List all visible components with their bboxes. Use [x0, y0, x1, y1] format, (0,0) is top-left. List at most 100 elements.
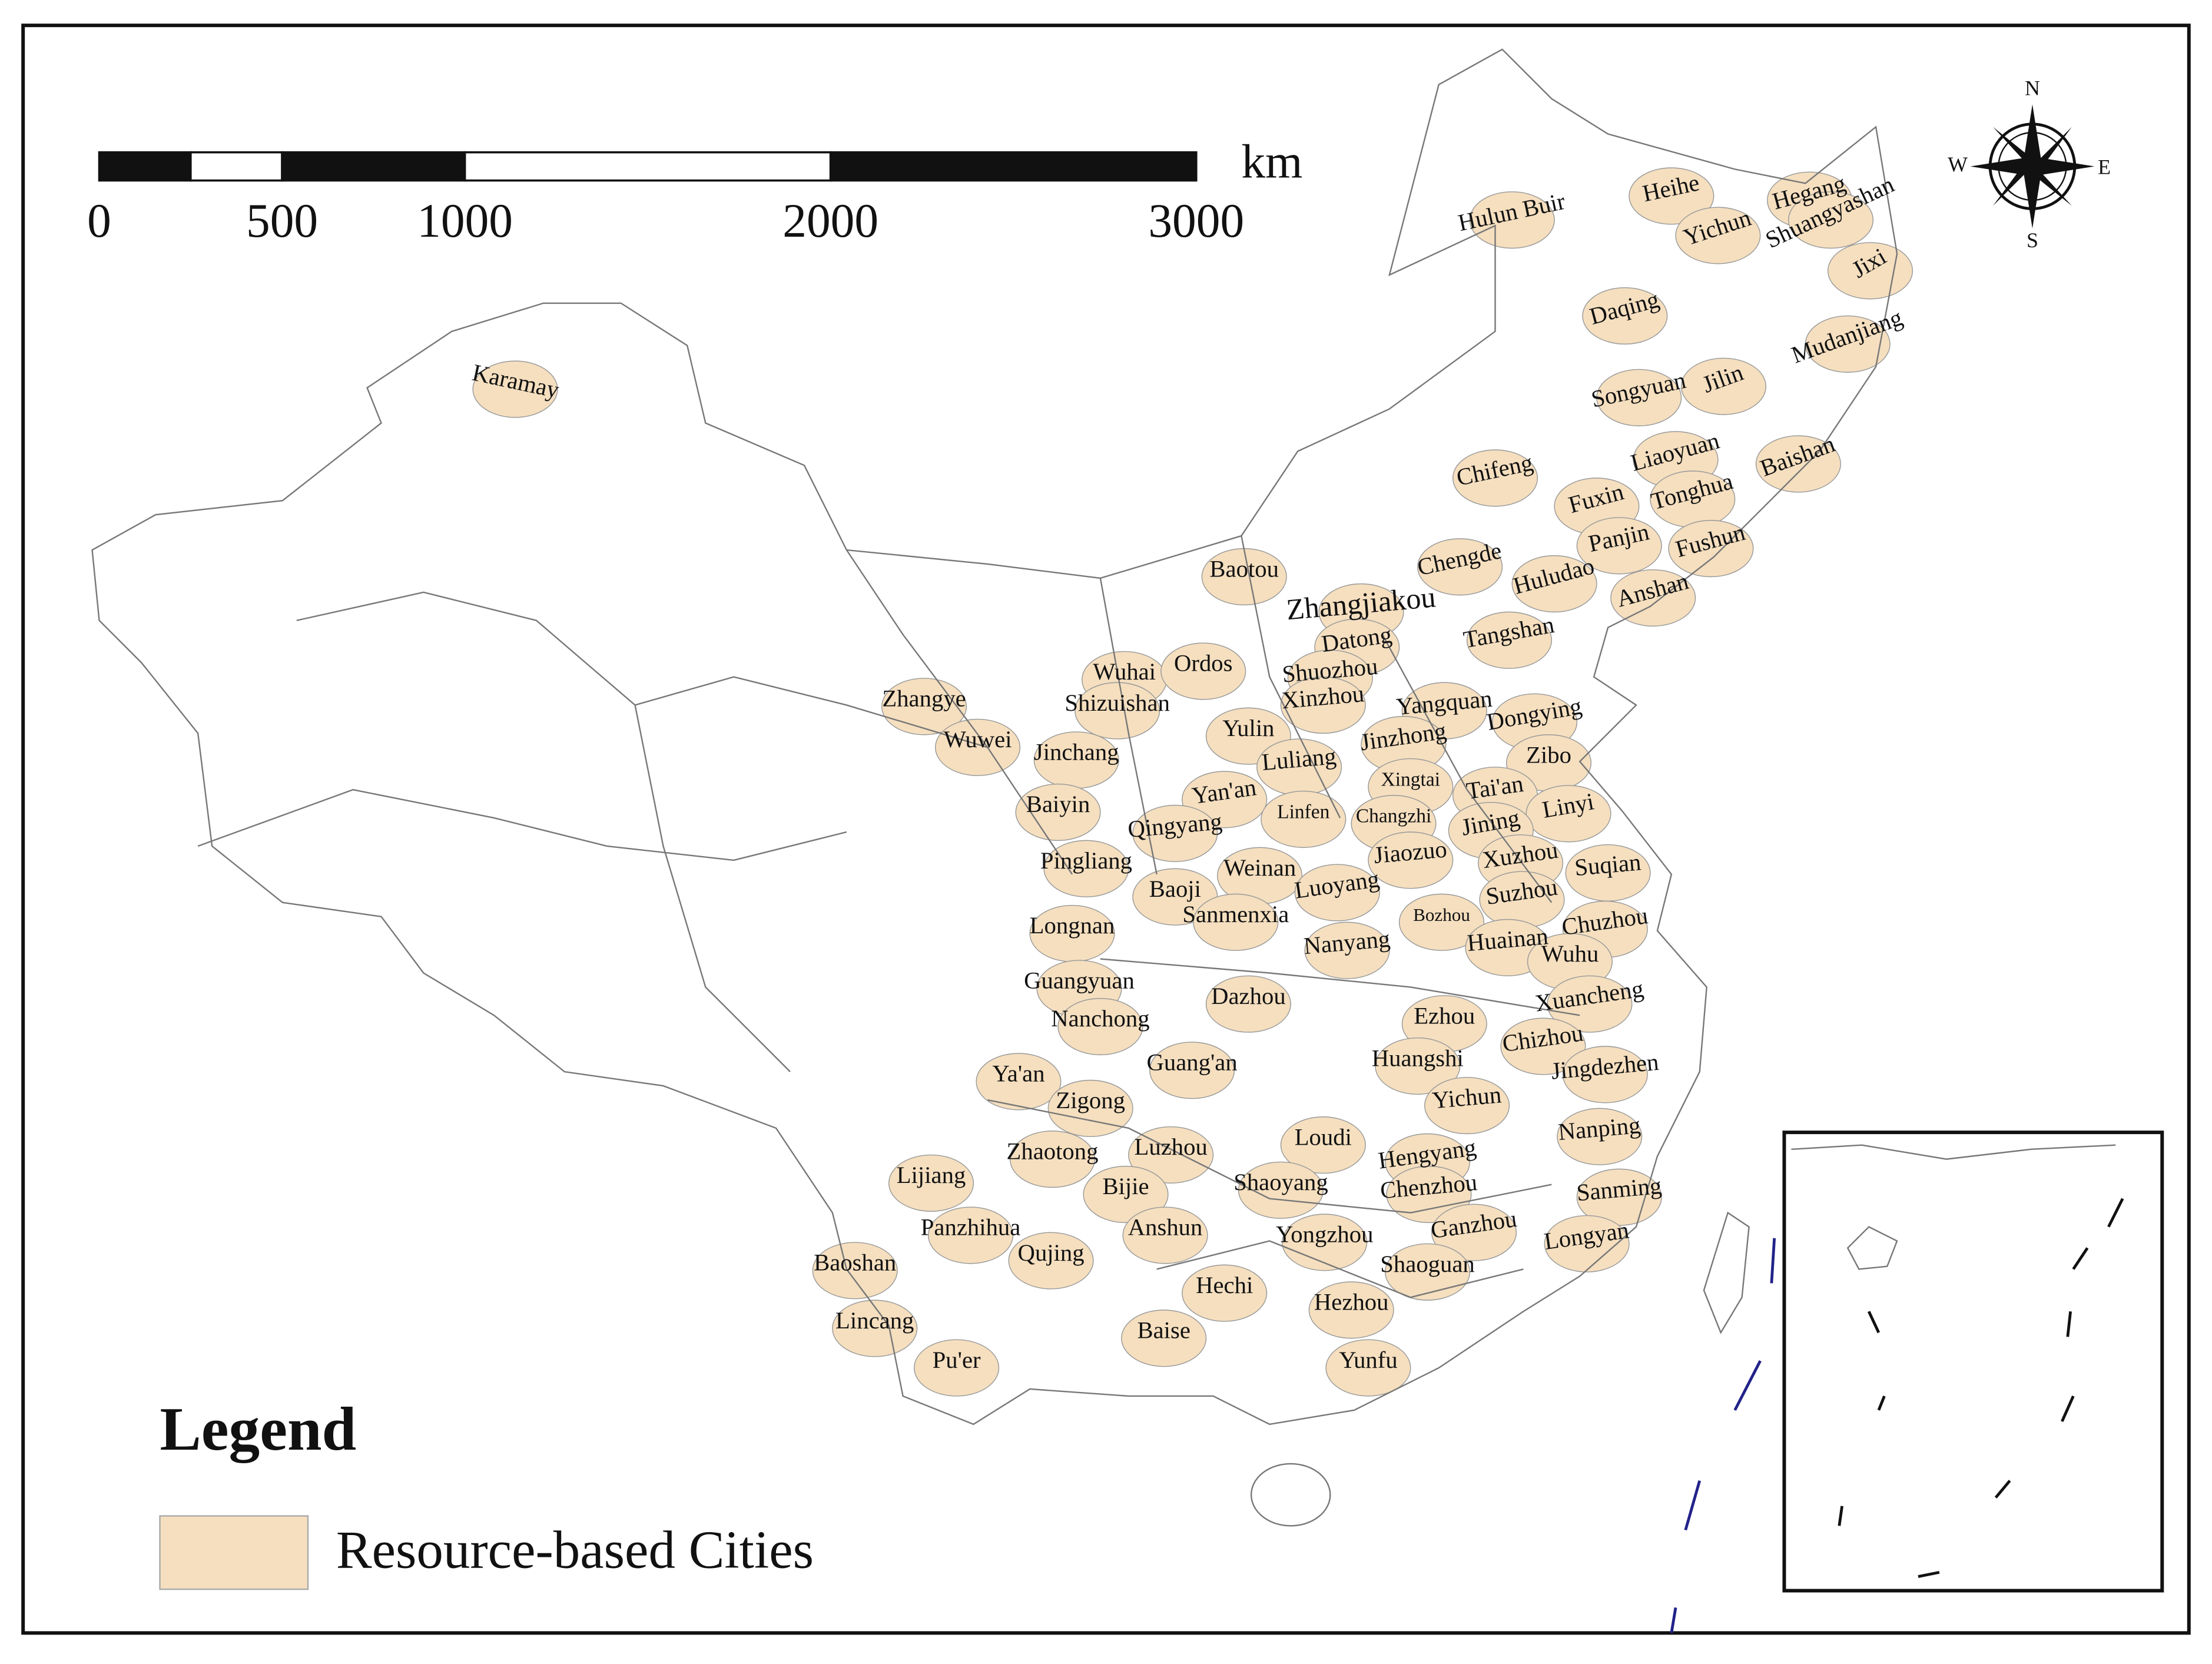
resource-city-region	[1596, 369, 1682, 426]
resource-city-region	[1544, 1215, 1630, 1272]
resource-city-region	[472, 360, 558, 418]
compass-west: W	[1948, 153, 1968, 176]
resource-city-region	[1132, 804, 1218, 863]
city-label: Dazhou	[1211, 983, 1286, 1009]
city-label: Zigong	[1056, 1087, 1125, 1113]
city-label: Wuwei	[944, 726, 1012, 753]
city-label: Anshun	[1128, 1214, 1203, 1241]
resource-city-region	[1576, 517, 1662, 575]
city-label: Guang'an	[1146, 1049, 1237, 1076]
city-label: Jinchang	[1034, 739, 1119, 765]
resource-city-region	[1008, 1232, 1094, 1290]
resource-city-region	[1182, 1264, 1268, 1322]
resource-city-region	[1294, 864, 1380, 922]
resource-city-region	[1121, 1310, 1207, 1367]
resource-city-region	[1280, 1116, 1366, 1174]
city-label: Changzhi	[1356, 806, 1431, 827]
resource-city-region	[1280, 676, 1366, 734]
resource-city-region	[928, 1206, 1014, 1264]
scale-segment	[281, 151, 466, 182]
city-label: Huangshi	[1372, 1045, 1464, 1071]
resource-city-region	[1043, 840, 1129, 897]
resource-city-region	[1375, 1037, 1461, 1095]
taiwan	[1703, 1211, 1750, 1334]
inset-coast	[1791, 1144, 2116, 1270]
resource-city-region	[1582, 287, 1668, 345]
city-label: Guangyuan	[1024, 967, 1135, 994]
city-label: Weinan	[1223, 854, 1296, 881]
city-label: Wuhu	[1541, 940, 1599, 967]
city-label: Zibo	[1526, 741, 1571, 768]
city-label: Yunfu	[1339, 1347, 1398, 1373]
resource-city-region	[1308, 1281, 1394, 1339]
resource-city-region	[1325, 1339, 1411, 1397]
city-label: Bozhou	[1413, 904, 1470, 925]
resource-city-region	[1282, 1214, 1368, 1271]
city-label: Yongzhou	[1276, 1221, 1374, 1248]
scale-tick-label: 500	[246, 194, 318, 247]
resource-regions	[472, 167, 1913, 1397]
resource-city-region	[1452, 449, 1538, 507]
resource-city-region	[1675, 207, 1761, 264]
resource-city-region	[1075, 682, 1160, 740]
city-label: Lijiang	[897, 1162, 966, 1188]
city-label: Lincang	[835, 1307, 914, 1334]
resource-city-region	[1469, 191, 1555, 249]
resource-city-region	[1680, 357, 1767, 415]
resource-city-region	[1805, 315, 1891, 373]
legend-item: Resource-based Cities	[336, 1520, 814, 1579]
resource-city-region	[1610, 569, 1696, 627]
compass-north: N	[2025, 77, 2040, 100]
resource-city-region	[914, 1339, 1000, 1397]
scale-segment	[829, 151, 1198, 182]
city-label: Shaoyang	[1233, 1169, 1328, 1195]
resource-city-region	[1424, 1076, 1510, 1135]
city-label: Suqian	[1573, 848, 1642, 881]
resource-city-region	[1384, 1243, 1471, 1301]
resource-city-region	[881, 678, 967, 735]
city-label: Loudi	[1295, 1123, 1352, 1150]
compass-south: S	[2027, 228, 2038, 252]
city-label: Shizuishan	[1064, 690, 1170, 716]
resource-city-region	[1205, 975, 1291, 1033]
resource-city-region	[1083, 1165, 1169, 1224]
city-label: Luliang	[1261, 742, 1337, 775]
resource-city-region	[1057, 997, 1143, 1056]
resource-city-region	[1500, 1017, 1586, 1075]
city-label: Hechi	[1196, 1272, 1253, 1298]
resource-city-region	[1431, 1204, 1517, 1261]
city-label: Wuhai	[1093, 658, 1156, 685]
resource-city-region	[1149, 1042, 1235, 1099]
city-label: Linfen	[1277, 801, 1330, 823]
city-label: Ezhou	[1414, 1002, 1475, 1029]
city-label: Baoshan	[814, 1249, 896, 1276]
resource-city-region	[1668, 520, 1754, 578]
resource-city-region	[1562, 1046, 1648, 1103]
resource-city-region	[1368, 831, 1454, 889]
inset-dashes	[1838, 1198, 2124, 1578]
resource-city-region	[976, 1053, 1062, 1111]
resource-city-region	[1787, 191, 1874, 249]
boundary-dashes	[1670, 1238, 1776, 1633]
resource-city-region	[1525, 785, 1611, 843]
resource-city-region	[1122, 1206, 1208, 1264]
resource-city-region	[1128, 1126, 1214, 1184]
city-label: Baiyin	[1026, 791, 1090, 817]
scale-segment	[98, 151, 192, 182]
city-label: Xingtai	[1381, 768, 1441, 790]
resource-city-region	[1417, 538, 1503, 596]
city-label: Baise	[1137, 1317, 1190, 1344]
resource-city-region	[1557, 1108, 1643, 1165]
resource-city-region	[1511, 555, 1597, 613]
city-label: Panzhihua	[921, 1214, 1021, 1241]
hainan	[1250, 1463, 1331, 1527]
city-label: Bijie	[1102, 1173, 1149, 1199]
resource-city-region	[1261, 790, 1347, 848]
inset-frame	[1782, 1131, 2164, 1593]
province-borders	[197, 535, 1580, 1298]
resource-city-region	[1755, 435, 1841, 493]
city-label: Sanmenxia	[1182, 901, 1289, 927]
city-label: Baotou	[1209, 555, 1279, 582]
resource-city-region	[1160, 642, 1246, 700]
